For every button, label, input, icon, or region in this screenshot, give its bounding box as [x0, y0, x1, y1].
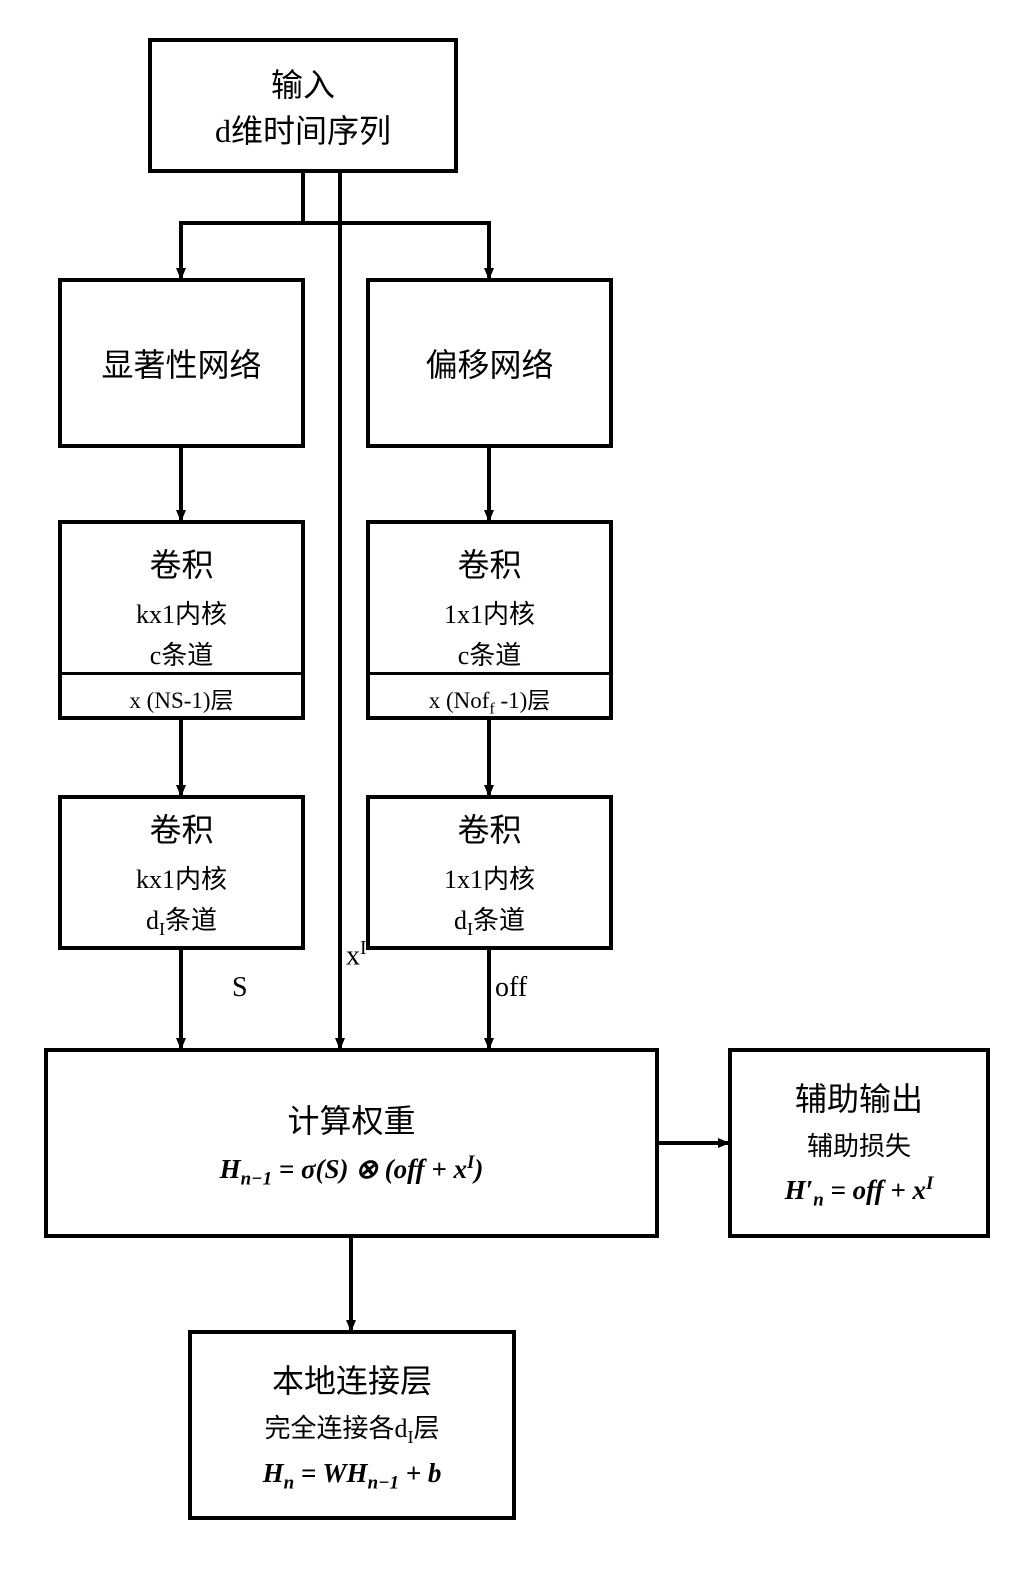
node-input: 输入 d维时间序列: [148, 38, 458, 173]
conv-s1-channels: c条道: [150, 635, 214, 672]
conv-s1-layer: x (NS-1)层: [62, 672, 301, 721]
input-title: 输入: [271, 60, 335, 106]
conv-s2-title: 卷积: [149, 805, 213, 851]
local-title: 本地连接层: [272, 1356, 432, 1402]
saliency-title: 显著性网络: [101, 340, 261, 386]
conv-s2-channels: dI条道: [146, 900, 217, 940]
node-weight: 计算权重 Hn−1 = σ(S) ⊗ (off + xI): [44, 1048, 659, 1238]
local-formula: Hn = WHn−1 + b: [263, 1458, 442, 1494]
input-sub: d维时间序列: [215, 106, 391, 152]
offset-title: 偏移网络: [425, 340, 553, 386]
conv-s2-kernel: kx1内核: [136, 859, 227, 896]
aux-title: 辅助输出: [795, 1074, 923, 1120]
conv-s1-kernel: kx1内核: [136, 594, 227, 631]
node-conv-o2: 卷积 1x1内核 dI条道: [366, 795, 613, 950]
node-conv-s2: 卷积 kx1内核 dI条道: [58, 795, 305, 950]
conv-o1-title: 卷积: [457, 540, 521, 586]
edge-label-off: off: [495, 972, 527, 1004]
node-offset: 偏移网络: [366, 278, 613, 448]
conv-o2-title: 卷积: [457, 805, 521, 851]
node-saliency: 显著性网络: [58, 278, 305, 448]
node-local: 本地连接层 完全连接各dI层 Hn = WHn−1 + b: [188, 1330, 516, 1520]
aux-formula: H′n = off + xI: [785, 1173, 934, 1211]
conv-o2-kernel: 1x1内核: [444, 859, 535, 896]
conv-o1-layer: x (Noff -1)层: [370, 672, 609, 725]
conv-o1-kernel: 1x1内核: [444, 594, 535, 631]
aux-sub: 辅助损失: [807, 1126, 911, 1163]
node-aux: 辅助输出 辅助损失 H′n = off + xI: [728, 1048, 990, 1238]
weight-title: 计算权重: [287, 1096, 415, 1142]
node-conv-o1: 卷积 1x1内核 c条道 x (Noff -1)层: [366, 520, 613, 720]
arrow-input-to-saliency: [181, 173, 303, 278]
conv-o1-channels: c条道: [458, 635, 522, 672]
edge-label-xi: xI: [346, 938, 367, 972]
weight-formula: Hn−1 = σ(S) ⊗ (off + xI): [220, 1152, 484, 1190]
conv-s1-title: 卷积: [149, 540, 213, 586]
node-conv-s1: 卷积 kx1内核 c条道 x (NS-1)层: [58, 520, 305, 720]
edge-label-s: S: [232, 972, 248, 1004]
conv-o2-channels: dI条道: [454, 900, 525, 940]
local-sub: 完全连接各dI层: [264, 1408, 439, 1448]
arrow-input-to-offset: [303, 173, 489, 278]
